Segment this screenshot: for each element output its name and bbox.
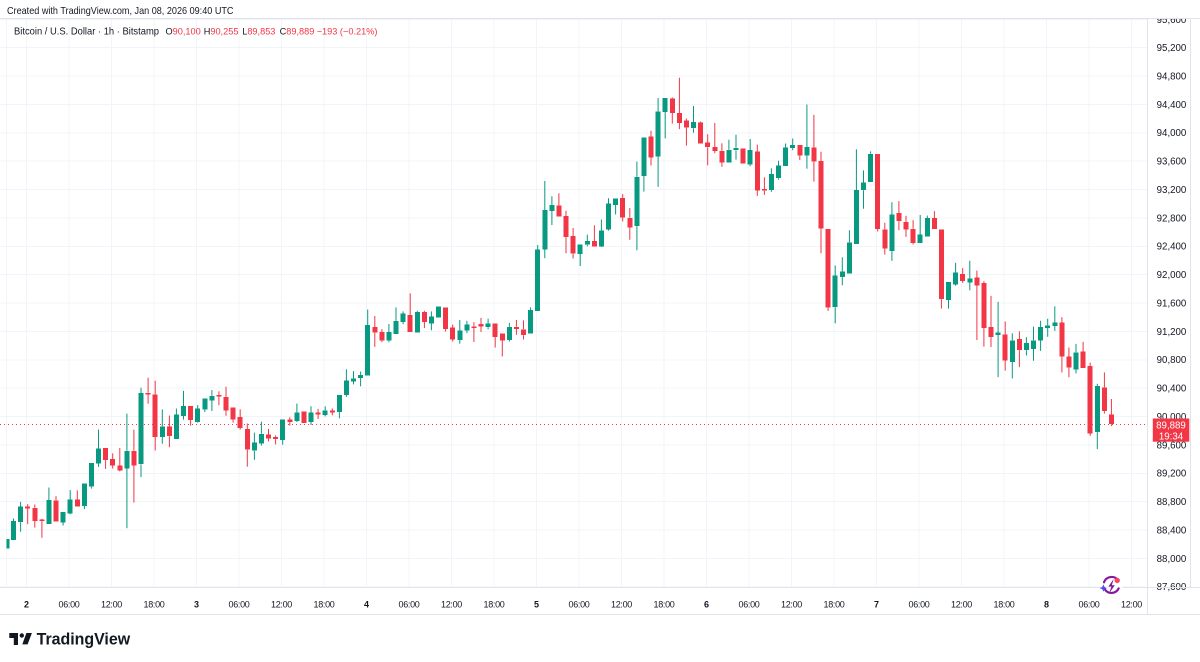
svg-text:90,000: 90,000: [1157, 412, 1187, 423]
svg-text:90,400: 90,400: [1157, 384, 1187, 395]
svg-text:89,889: 89,889: [1156, 420, 1186, 431]
svg-text:06:00: 06:00: [1078, 600, 1099, 610]
svg-text:90,800: 90,800: [1157, 355, 1187, 366]
svg-text:94,800: 94,800: [1157, 72, 1187, 83]
svg-text:12:00: 12:00: [781, 600, 802, 610]
svg-text:95,200: 95,200: [1157, 43, 1187, 54]
svg-text:89,600: 89,600: [1157, 440, 1187, 451]
svg-text:91,600: 91,600: [1157, 299, 1187, 310]
svg-text:C89,889: C89,889: [280, 27, 315, 37]
svg-text:18:00: 18:00: [823, 600, 844, 610]
svg-text:12:00: 12:00: [611, 600, 632, 610]
svg-text:92,800: 92,800: [1157, 213, 1187, 224]
svg-text:06:00: 06:00: [58, 600, 79, 610]
svg-text:18:00: 18:00: [993, 600, 1014, 610]
svg-text:8: 8: [1044, 600, 1049, 610]
svg-text:91,200: 91,200: [1157, 327, 1187, 338]
svg-text:2: 2: [24, 600, 29, 610]
svg-text:O90,100: O90,100: [166, 27, 201, 37]
svg-text:94,400: 94,400: [1157, 100, 1187, 111]
svg-text:06:00: 06:00: [228, 600, 249, 610]
svg-text:Bitcoin / U.S. Dollar · 1h · B: Bitcoin / U.S. Dollar · 1h · Bitstamp: [14, 27, 159, 38]
svg-text:92,000: 92,000: [1157, 270, 1187, 281]
svg-text:88,800: 88,800: [1157, 497, 1187, 508]
svg-text:93,600: 93,600: [1157, 157, 1187, 168]
svg-text:H90,255: H90,255: [204, 27, 239, 37]
svg-text:12:00: 12:00: [271, 600, 292, 610]
svg-text:4: 4: [364, 600, 369, 610]
svg-text:18:00: 18:00: [483, 600, 504, 610]
svg-text:Created with TradingView.com,: Created with TradingView.com, Jan 08, 20…: [7, 5, 234, 17]
svg-text:5: 5: [534, 600, 539, 610]
svg-text:95,600: 95,600: [1157, 15, 1187, 26]
svg-text:88,400: 88,400: [1157, 525, 1187, 536]
svg-text:18:00: 18:00: [313, 600, 334, 610]
svg-text:06:00: 06:00: [908, 600, 929, 610]
svg-text:6: 6: [704, 600, 709, 610]
svg-text:18:00: 18:00: [143, 600, 164, 610]
svg-text:89,200: 89,200: [1157, 469, 1187, 480]
svg-text:TradingView: TradingView: [37, 629, 131, 648]
svg-text:18:00: 18:00: [653, 600, 674, 610]
svg-text:12:00: 12:00: [1121, 600, 1142, 610]
svg-text:7: 7: [874, 600, 879, 610]
svg-text:94,000: 94,000: [1157, 128, 1187, 139]
svg-text:88,000: 88,000: [1157, 554, 1187, 565]
svg-text:06:00: 06:00: [738, 600, 759, 610]
svg-text:06:00: 06:00: [398, 600, 419, 610]
svg-text:92,400: 92,400: [1157, 242, 1187, 253]
svg-text:06:00: 06:00: [568, 600, 589, 610]
svg-text:93,200: 93,200: [1157, 185, 1187, 196]
svg-text:L89,853: L89,853: [242, 27, 275, 37]
svg-text:12:00: 12:00: [101, 600, 122, 610]
svg-text:12:00: 12:00: [951, 600, 972, 610]
svg-text:−193 (−0.21%): −193 (−0.21%): [317, 27, 378, 37]
svg-text:19:34: 19:34: [1159, 431, 1184, 442]
svg-text:3: 3: [194, 600, 199, 610]
svg-text:12:00: 12:00: [441, 600, 462, 610]
